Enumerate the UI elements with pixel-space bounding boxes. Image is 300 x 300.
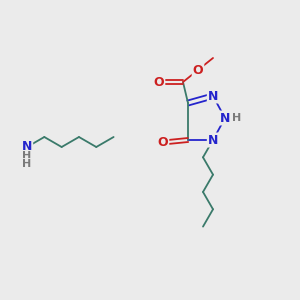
Text: N: N [22,140,32,154]
Text: O: O [154,76,164,88]
Text: N: N [220,112,230,124]
Text: H: H [232,113,242,123]
Text: N: N [208,89,218,103]
Text: H: H [22,151,32,161]
Text: O: O [158,136,168,148]
Text: N: N [208,134,218,146]
Text: H: H [22,159,32,169]
Text: O: O [193,64,203,76]
